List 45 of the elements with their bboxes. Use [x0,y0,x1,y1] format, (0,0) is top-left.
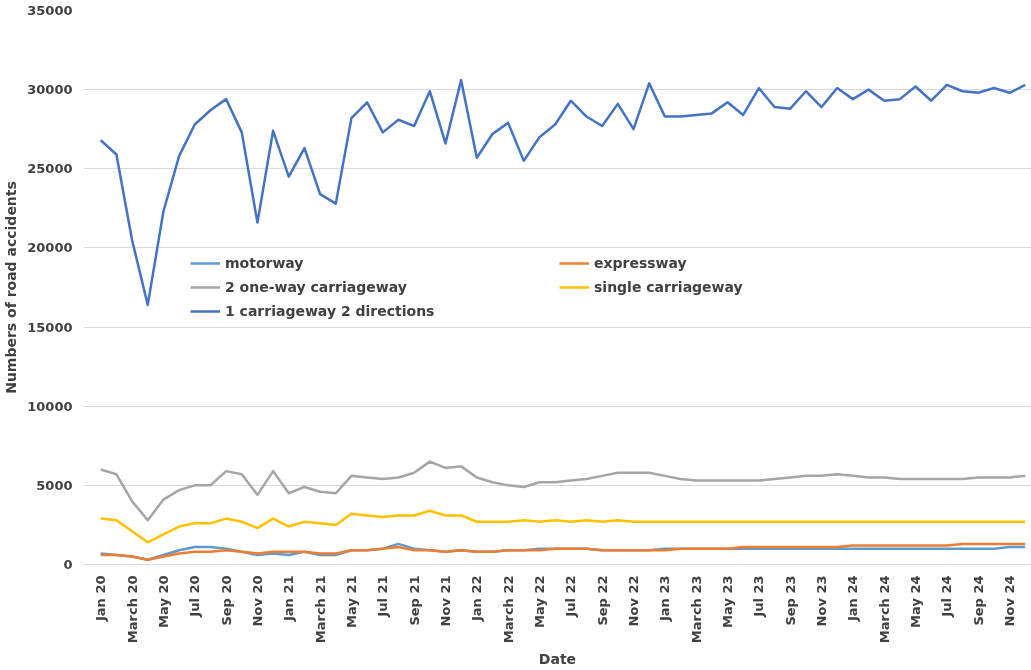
x-tick-label: March 20 [124,575,140,644]
y-tick-label: 30000 [27,82,73,98]
x-tick-label: Jan 24 [845,575,861,622]
x-tick-label: Nov 23 [814,575,830,627]
x-tick-label: Jan 21 [281,575,297,622]
x-tick-label: Nov 22 [626,575,641,627]
y-tick-label: 15000 [27,319,73,335]
legend-label: expressway [594,255,688,271]
legend-label: motorway [225,255,305,271]
x-tick-label: May 20 [155,575,171,628]
x-tick-label: Jan 20 [93,575,109,622]
x-axis-title: Date [538,651,577,668]
x-tick-label: Sep 20 [218,575,234,626]
x-tick-label: Jul 23 [751,575,767,618]
x-tick-label: Jul 21 [375,575,391,618]
legend-label: 1 carriageway 2 directions [225,303,436,319]
x-tick-label: May 21 [343,575,359,628]
x-tick-label: Sep 23 [782,575,798,626]
x-tick-label: March 22 [500,575,516,644]
x-tick-label: Jul 22 [563,575,579,618]
x-tick-label: Jul 20 [187,575,203,618]
y-tick-label: 25000 [27,161,73,177]
x-tick-label: Sep 22 [594,575,610,626]
y-tick-label: 35000 [27,3,73,18]
legend-label: 2 one-way carriageway [225,279,408,295]
y-tick-label: 10000 [27,398,73,414]
x-tick-label: Jul 24 [939,575,955,618]
x-tick-label: Sep 24 [970,575,986,626]
x-tick-label: March 24 [876,575,892,644]
x-tick-label: March 23 [688,575,704,644]
y-tick-label: 5000 [36,477,73,493]
x-tick-label: May 23 [720,575,736,628]
y-tick-label: 20000 [27,240,73,256]
x-tick-label: Nov 24 [1002,575,1018,627]
x-tick-label: March 21 [312,575,328,644]
x-tick-label: Sep 21 [406,575,422,626]
legend-label: single carriageway [594,279,744,295]
x-tick-label: Jan 22 [469,575,485,622]
x-tick-label: Nov 20 [249,575,265,627]
x-tick-label: May 22 [531,575,547,628]
x-tick-label: May 24 [908,575,924,628]
y-tick-label: 0 [63,557,73,572]
x-tick-label: Nov 21 [437,575,453,627]
x-tick-label: Jan 23 [657,575,673,622]
y-axis-title: Numbers of road accidents [3,181,20,394]
